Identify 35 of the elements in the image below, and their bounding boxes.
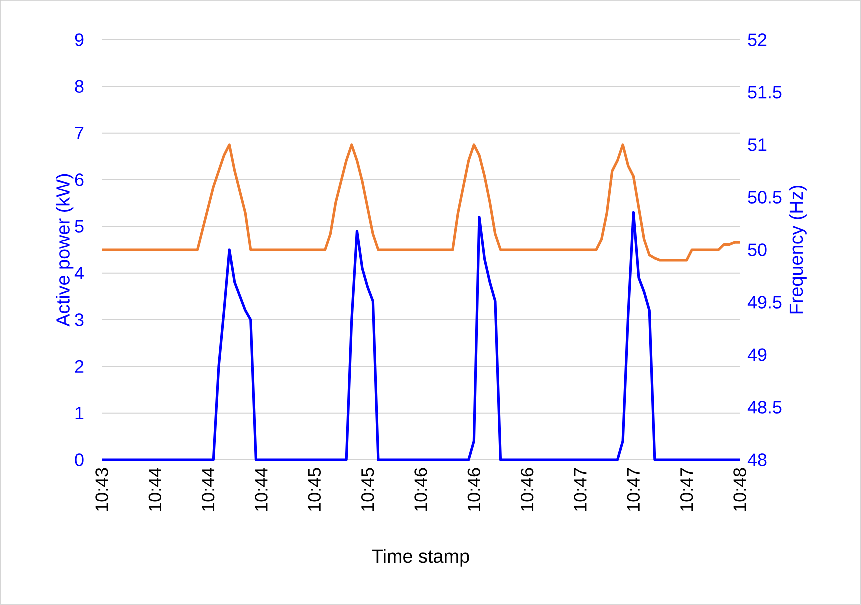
y2-tick-label: 51 (748, 138, 767, 152)
x-tick-label: 10:44 (255, 468, 268, 512)
y2-tick-label: 48 (748, 454, 767, 466)
y2-tick-label: 52 (748, 34, 767, 46)
y-tick-label: 6 (75, 174, 84, 186)
y2-axis-title: Frequency (Hz) (789, 186, 807, 314)
x-tick-label: 10:46 (414, 468, 428, 512)
y-axis-title: Active power (kW) (56, 174, 74, 327)
x-tick-label: 10:44 (202, 468, 215, 512)
y-tick-label: 9 (75, 34, 84, 46)
y-tick-label: 0 (75, 454, 84, 466)
y2-tick-label: 49 (748, 348, 767, 362)
x-tick-label: 10:47 (627, 468, 640, 512)
x-axis-title: Time stamp (372, 549, 470, 567)
y2-tick-label: 50 (748, 244, 767, 256)
y2-tick-label: 51.5 (748, 86, 782, 99)
x-tick-label: 10:44 (148, 468, 162, 512)
y-tick-label: 8 (75, 80, 84, 93)
y-tick-label: 4 (74, 267, 84, 280)
y-tick-label: 3 (75, 314, 84, 326)
x-tick-label: 10:43 (96, 468, 108, 512)
x-tick-label: 10:45 (308, 468, 322, 512)
x-tick-label: 10:45 (361, 468, 374, 512)
y-tick-label: 7 (75, 127, 84, 140)
x-tick-label: 10:47 (574, 468, 587, 512)
x-tick-label: 10:46 (468, 468, 481, 512)
x-tick-label: 10:48 (734, 468, 746, 512)
x-tick-label: 10:47 (680, 468, 694, 512)
y2-tick-label: 48.5 (748, 401, 782, 414)
x-tick-label: 10:46 (520, 468, 534, 512)
y-tick-label: 1 (76, 407, 84, 420)
y-tick-label: 2 (75, 360, 84, 373)
y-tick-label: 5 (75, 220, 84, 233)
y2-tick-label: 49.5 (748, 296, 782, 309)
y2-tick-label: 50.5 (748, 191, 782, 204)
